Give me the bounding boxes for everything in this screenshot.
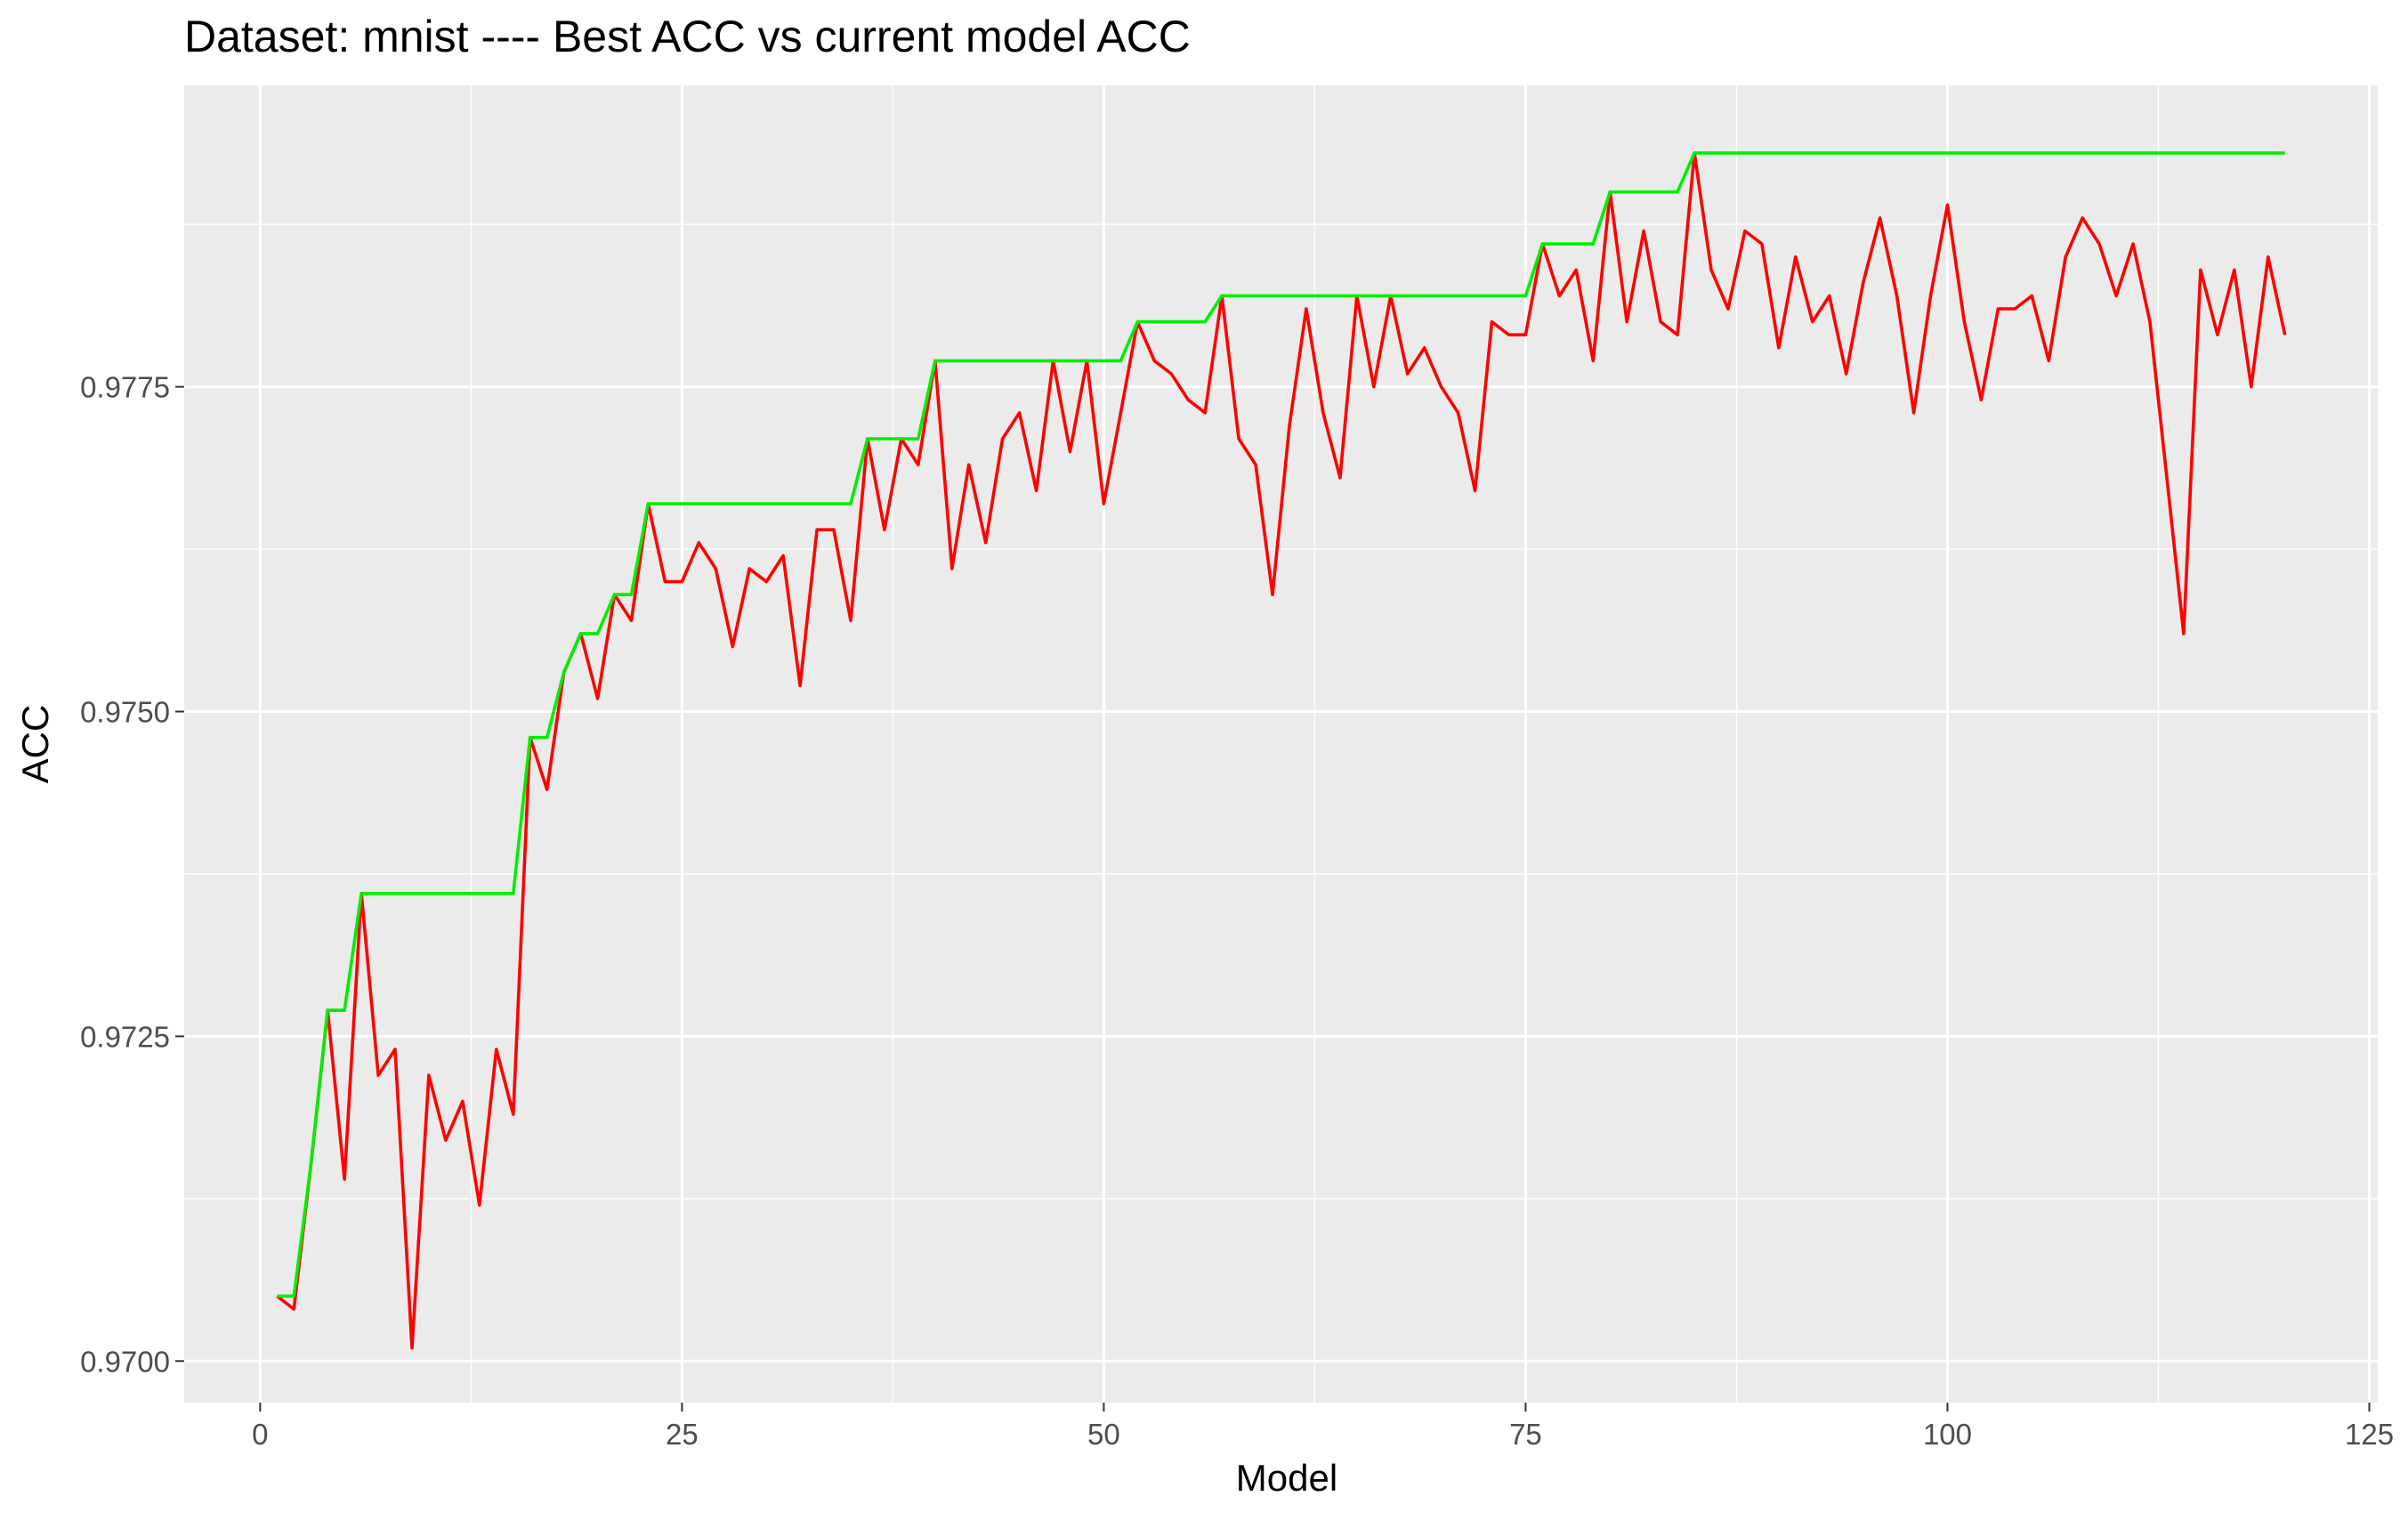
x-tick-label: 50 <box>1087 1418 1120 1451</box>
x-tick-label: 25 <box>666 1418 699 1451</box>
y-axis-title: ACC <box>14 705 56 784</box>
x-axis: 0 25 50 75 100 125 <box>252 1403 2394 1451</box>
minor-gridlines <box>184 85 2378 1403</box>
x-tick-label: 0 <box>252 1418 268 1451</box>
series-line-2 <box>277 151 2285 1299</box>
major-gridlines <box>184 85 2378 1403</box>
y-tick-label: 0.9775 <box>80 371 170 404</box>
chart-title: Dataset: mnist ---- Best ACC vs current … <box>184 12 1191 61</box>
x-tick-label: 125 <box>2345 1418 2394 1451</box>
x-tick-label: 75 <box>1509 1418 1542 1451</box>
y-axis: 0.9700 0.9725 0.9750 0.9775 <box>80 371 184 1378</box>
y-tick-label: 0.9725 <box>80 1020 170 1053</box>
plot-panel <box>184 85 2378 1403</box>
x-tick-label: 100 <box>1923 1418 1972 1451</box>
series-lines <box>276 151 2287 1350</box>
x-axis-title: Model <box>1236 1457 1337 1499</box>
series-line-1 <box>276 151 2287 1350</box>
y-tick-label: 0.9700 <box>80 1345 170 1378</box>
y-tick-label: 0.9750 <box>80 696 170 729</box>
